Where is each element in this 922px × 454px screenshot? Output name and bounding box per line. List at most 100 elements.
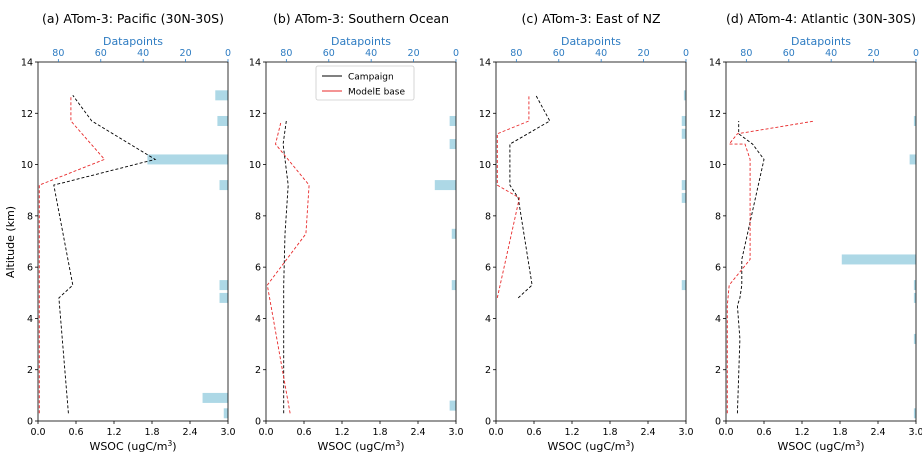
x-axis-label-text: WSOC (ugC/m bbox=[89, 440, 167, 453]
y-tick-label: 4 bbox=[715, 314, 721, 325]
y-tick-label: 12 bbox=[709, 109, 721, 120]
datapoint-bar bbox=[909, 154, 916, 165]
datapoint-bar bbox=[451, 228, 456, 239]
legend-label-model: ModelE base bbox=[348, 88, 405, 98]
top-tick-label: 40 bbox=[365, 48, 377, 59]
top-tick-label: 0 bbox=[225, 48, 231, 59]
x-tick-label: 0.6 bbox=[756, 427, 771, 438]
series-line-campaign bbox=[509, 95, 551, 299]
datapoint-bar bbox=[681, 180, 686, 191]
y-tick-label: 0 bbox=[27, 417, 33, 428]
y-tick-label: 12 bbox=[479, 109, 491, 120]
y-tick-label: 6 bbox=[27, 263, 33, 274]
y-tick-label: 6 bbox=[485, 263, 491, 274]
chart-panel-4: (d) ATom-4: Atlantic (30N-30S) 0.0 0.6 1.2 1… bbox=[709, 11, 922, 453]
y-tick-label: 8 bbox=[715, 211, 721, 222]
plot-frame bbox=[725, 61, 917, 422]
x-tick-label: 1.2 bbox=[794, 427, 809, 438]
x-tick-label: 0.0 bbox=[488, 427, 503, 438]
x-axis-label: WSOC (ugC/m3) bbox=[89, 439, 176, 453]
legend-label-campaign: Campaign bbox=[348, 73, 394, 83]
top-axis-label: Datapoints bbox=[331, 35, 391, 48]
y-tick-label: 6 bbox=[255, 263, 261, 274]
y-tick-label: 14 bbox=[21, 58, 33, 69]
top-tick-label: 80 bbox=[740, 48, 752, 59]
chart-panel-1: (a) ATom-3: Pacific (30N-30S) 0.0 0.6 1.2 1.… bbox=[21, 11, 236, 453]
x-axis-label-sup: 3 bbox=[855, 439, 860, 448]
panels: (a) ATom-3: Pacific (30N-30S) 0.0 0.6 1.2 1.… bbox=[21, 11, 922, 453]
series-line-campaign bbox=[53, 95, 157, 414]
x-tick-label: 2.4 bbox=[182, 427, 197, 438]
chart-title: (c) ATom-3: East of NZ bbox=[521, 11, 660, 26]
datapoint-bar bbox=[219, 292, 228, 303]
y-tick-label: 8 bbox=[255, 211, 261, 222]
y-tick-label: 4 bbox=[27, 314, 33, 325]
datapoint-bar bbox=[841, 254, 916, 265]
x-axis-label-tail: ) bbox=[172, 440, 176, 453]
y-tick-label: 6 bbox=[715, 263, 721, 274]
y-tick-label: 14 bbox=[709, 58, 721, 69]
y-tick-label: 2 bbox=[715, 365, 721, 376]
y-tick-label: 0 bbox=[715, 417, 721, 428]
x-axis-label-tail: ) bbox=[630, 440, 634, 453]
x-axis-label-tail: ) bbox=[400, 440, 404, 453]
y-axis-label: Altitude (km) bbox=[4, 206, 17, 278]
y-tick-label: 0 bbox=[255, 417, 261, 428]
top-tick-label: 80 bbox=[280, 48, 292, 59]
series-line-modele-base bbox=[496, 95, 530, 298]
top-tick-label: 40 bbox=[595, 48, 607, 59]
chart-title: (d) ATom-4: Atlantic (30N-30S) bbox=[726, 11, 916, 26]
top-tick-label: 40 bbox=[825, 48, 837, 59]
y-tick-label: 8 bbox=[485, 211, 491, 222]
x-tick-label: 0.6 bbox=[526, 427, 541, 438]
datapoint-bar bbox=[202, 392, 228, 403]
x-axis-label-text: WSOC (ugC/m bbox=[777, 440, 855, 453]
x-axis-label: WSOC (ugC/m3) bbox=[317, 439, 404, 453]
top-axis-label: Datapoints bbox=[561, 35, 621, 48]
x-axis-label-sup: 3 bbox=[395, 439, 400, 448]
x-tick-label: 2.4 bbox=[410, 427, 425, 438]
top-tick-label: 0 bbox=[453, 48, 459, 59]
y-tick-label: 12 bbox=[21, 109, 33, 120]
x-tick-label: 3.0 bbox=[678, 427, 693, 438]
x-tick-label: 3.0 bbox=[220, 427, 235, 438]
datapoint-bar bbox=[449, 400, 456, 411]
x-axis-label-tail: ) bbox=[860, 440, 864, 453]
series-line-campaign bbox=[282, 120, 289, 414]
x-tick-label: 0.0 bbox=[718, 427, 733, 438]
datapoint-bar bbox=[147, 154, 228, 165]
top-axis-label: Datapoints bbox=[103, 35, 163, 48]
datapoint-bar bbox=[683, 90, 686, 101]
datapoint-bar bbox=[219, 280, 228, 291]
y-tick-label: 12 bbox=[249, 109, 261, 120]
datapoint-bar bbox=[681, 115, 686, 126]
y-tick-label: 14 bbox=[479, 58, 491, 69]
datapoint-bar bbox=[434, 180, 456, 191]
top-tick-label: 60 bbox=[323, 48, 335, 59]
x-tick-label: 3.0 bbox=[448, 427, 463, 438]
datapoint-bar bbox=[913, 292, 916, 303]
y-tick-label: 10 bbox=[479, 160, 491, 171]
x-axis-label-sup: 3 bbox=[625, 439, 630, 448]
datapoint-bar bbox=[681, 192, 686, 203]
x-tick-label: 0.0 bbox=[258, 427, 273, 438]
top-tick-label: 20 bbox=[180, 48, 192, 59]
datapoint-bar bbox=[449, 139, 456, 150]
top-tick-label: 20 bbox=[638, 48, 650, 59]
plot-frame bbox=[37, 61, 229, 422]
x-tick-label: 1.8 bbox=[144, 427, 159, 438]
x-tick-label: 0.6 bbox=[68, 427, 83, 438]
series-line-modele-base bbox=[726, 120, 815, 414]
plot-frame bbox=[495, 61, 687, 422]
top-tick-label: 60 bbox=[553, 48, 565, 59]
datapoint-bar bbox=[913, 115, 916, 126]
y-tick-label: 2 bbox=[27, 365, 33, 376]
x-axis-label-sup: 3 bbox=[167, 439, 172, 448]
y-tick-label: 2 bbox=[485, 365, 491, 376]
y-tick-label: 0 bbox=[485, 417, 491, 428]
y-tick-label: 4 bbox=[255, 314, 261, 325]
x-tick-label: 3.0 bbox=[908, 427, 922, 438]
top-axis-label: Datapoints bbox=[791, 35, 851, 48]
x-axis-label-text: WSOC (ugC/m bbox=[317, 440, 395, 453]
x-tick-label: 2.4 bbox=[640, 427, 655, 438]
